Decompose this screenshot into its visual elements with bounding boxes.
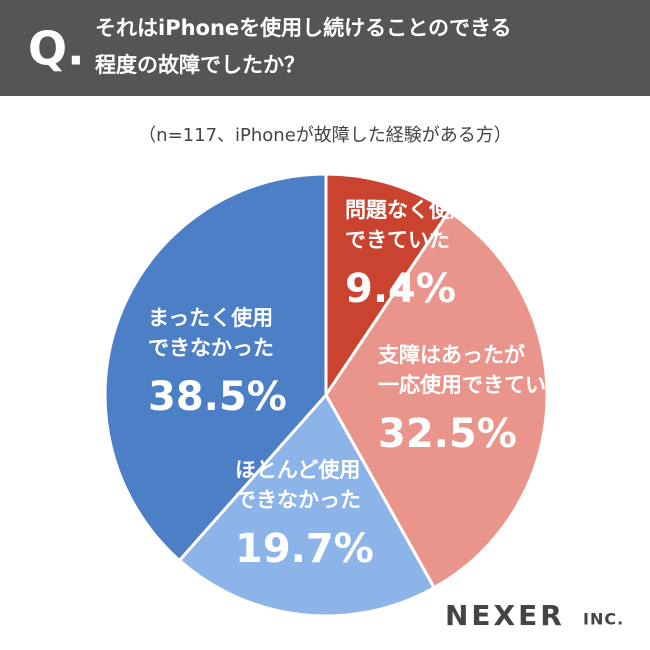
value-label: 9.4%	[345, 266, 456, 312]
logo-name: NEXER	[445, 599, 565, 632]
q-mark: Q.	[28, 22, 85, 76]
pie	[103, 172, 549, 618]
pie-slice	[103, 172, 328, 563]
category-label: ほとんど使用	[235, 458, 360, 482]
value-label: 19.7%	[235, 526, 374, 572]
pie-slice	[177, 392, 437, 618]
category-label: 支障はあったが	[378, 343, 525, 367]
subtitle: （n=117、iPhoneが故障した経験がある方）	[138, 125, 512, 146]
category-label: できなかった	[235, 488, 361, 512]
category-label: できなかった	[148, 336, 274, 360]
header-bg	[0, 0, 650, 96]
category-label: 一応使用できていた	[378, 373, 567, 397]
value-label: 32.5%	[378, 411, 517, 457]
logo-suffix: INC.	[583, 610, 624, 629]
category-label: まったく使用	[148, 306, 273, 330]
category-label: 問題なく使用	[345, 198, 471, 222]
value-label: 38.5%	[148, 374, 287, 420]
category-label: できていた	[345, 228, 450, 252]
title-line: 程度の故障でしたか？	[95, 53, 305, 77]
pie-slice	[324, 209, 549, 590]
title-line: それはiPhoneを使用し続けることのできる	[95, 16, 512, 40]
pie-slice	[324, 172, 452, 400]
